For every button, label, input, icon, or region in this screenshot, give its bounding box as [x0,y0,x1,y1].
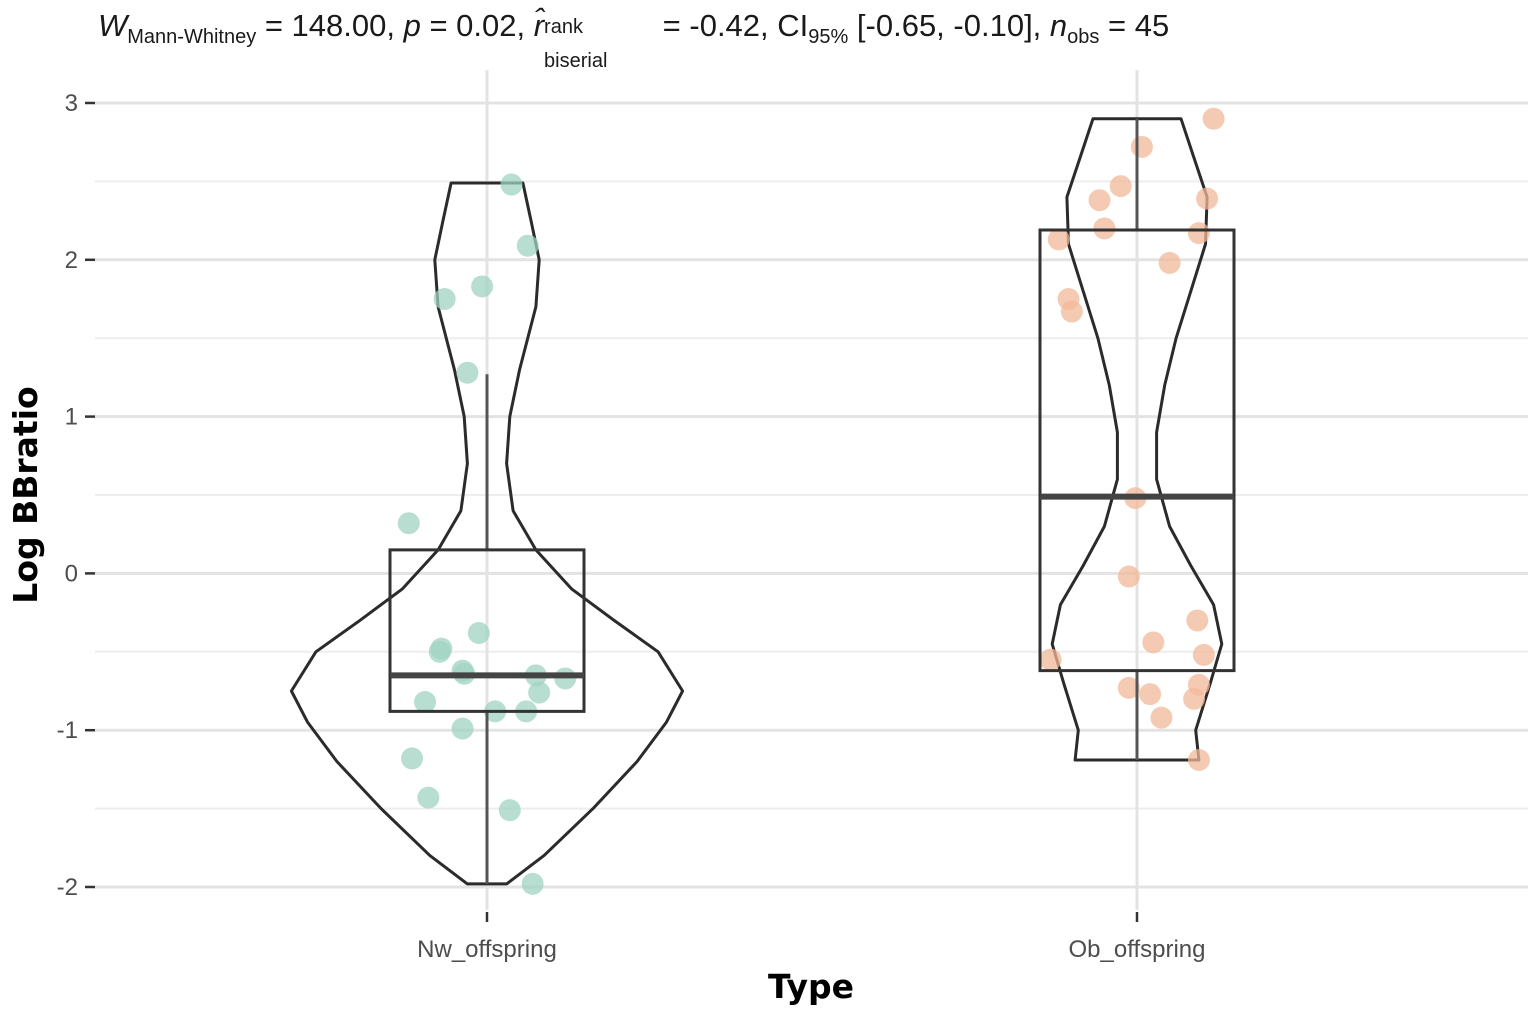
y-tick-label: 0 [65,560,78,587]
y-axis-title: Log BBratio [6,386,45,603]
violin-Ob_offspring [1050,117,1224,762]
data-point [521,872,544,895]
x-axis: Nw_offspring Ob_offspring [417,912,1205,963]
grid-lines [95,70,1528,910]
data-point [498,799,521,822]
data-point [1186,609,1209,632]
x-axis-title: Type [768,967,854,1006]
data-point [500,173,523,196]
y-tick-label: 3 [65,90,78,117]
data-point [417,786,440,809]
data-point [1187,222,1210,245]
y-tick-label: -2 [57,874,78,901]
r-subscript: biserial [544,50,608,72]
data-point [554,667,577,690]
n-subscript: obs [1067,26,1100,49]
x-tick-label: Ob_offspring [1069,936,1206,963]
data-point [1047,228,1070,251]
data-point [1060,300,1083,323]
data-point [1117,676,1140,699]
data-point [1192,643,1215,666]
data-point [1117,565,1140,588]
data-point [456,361,479,384]
data-point [516,234,539,257]
data-point [1187,748,1210,771]
jitter-points [397,107,1225,895]
r-value: = -0.42, CI [654,8,809,43]
data-point [1139,683,1162,706]
data-point [1150,706,1173,729]
data-point [1130,135,1153,158]
ci-value: [-0.65, -0.10], [848,8,1050,43]
p-symbol: p [403,8,421,43]
data-point [1093,217,1116,240]
data-point [397,512,420,535]
box-Nw_offspring [388,548,586,713]
boxplots [388,118,1236,884]
w-subscript: Mann-Whitney [127,26,257,49]
r-superscript: rank [544,16,583,38]
violins [289,117,1224,886]
data-point [1196,187,1219,210]
n-value: = 45 [1099,8,1170,43]
data-point [1088,189,1111,212]
data-point [1142,631,1165,654]
violin-Nw_offspring [289,181,685,886]
w-value: = 148.00, [256,8,404,43]
data-point [428,640,451,663]
data-point [471,275,494,298]
x-tick-label: Nw_offspring [417,936,557,963]
stats-subtitle: WMann-Whitney = 148.00, p = 0.02, r̂ rank… [98,8,1170,72]
data-point [414,690,437,713]
data-point [1039,648,1062,671]
data-point [1109,175,1132,198]
data-point [433,288,456,310]
w-symbol: W [98,8,128,43]
y-tick-label: -1 [57,717,78,744]
y-tick-label: 1 [65,404,78,431]
data-point [1158,251,1181,274]
y-tick-label: 2 [65,247,78,274]
data-point [401,747,424,770]
p-value: = 0.02, [420,8,534,43]
r-symbol: r̂ [533,8,545,43]
data-point [467,621,490,644]
data-point [451,717,474,740]
box-Ob_offspring [1038,228,1236,673]
data-point [528,681,551,704]
y-axis: 3 2 1 0 -1 -2 [57,90,95,901]
n-symbol: n [1049,8,1068,43]
data-point [1183,687,1206,710]
data-point [1202,107,1225,130]
ci-subscript: 95% [808,26,849,49]
